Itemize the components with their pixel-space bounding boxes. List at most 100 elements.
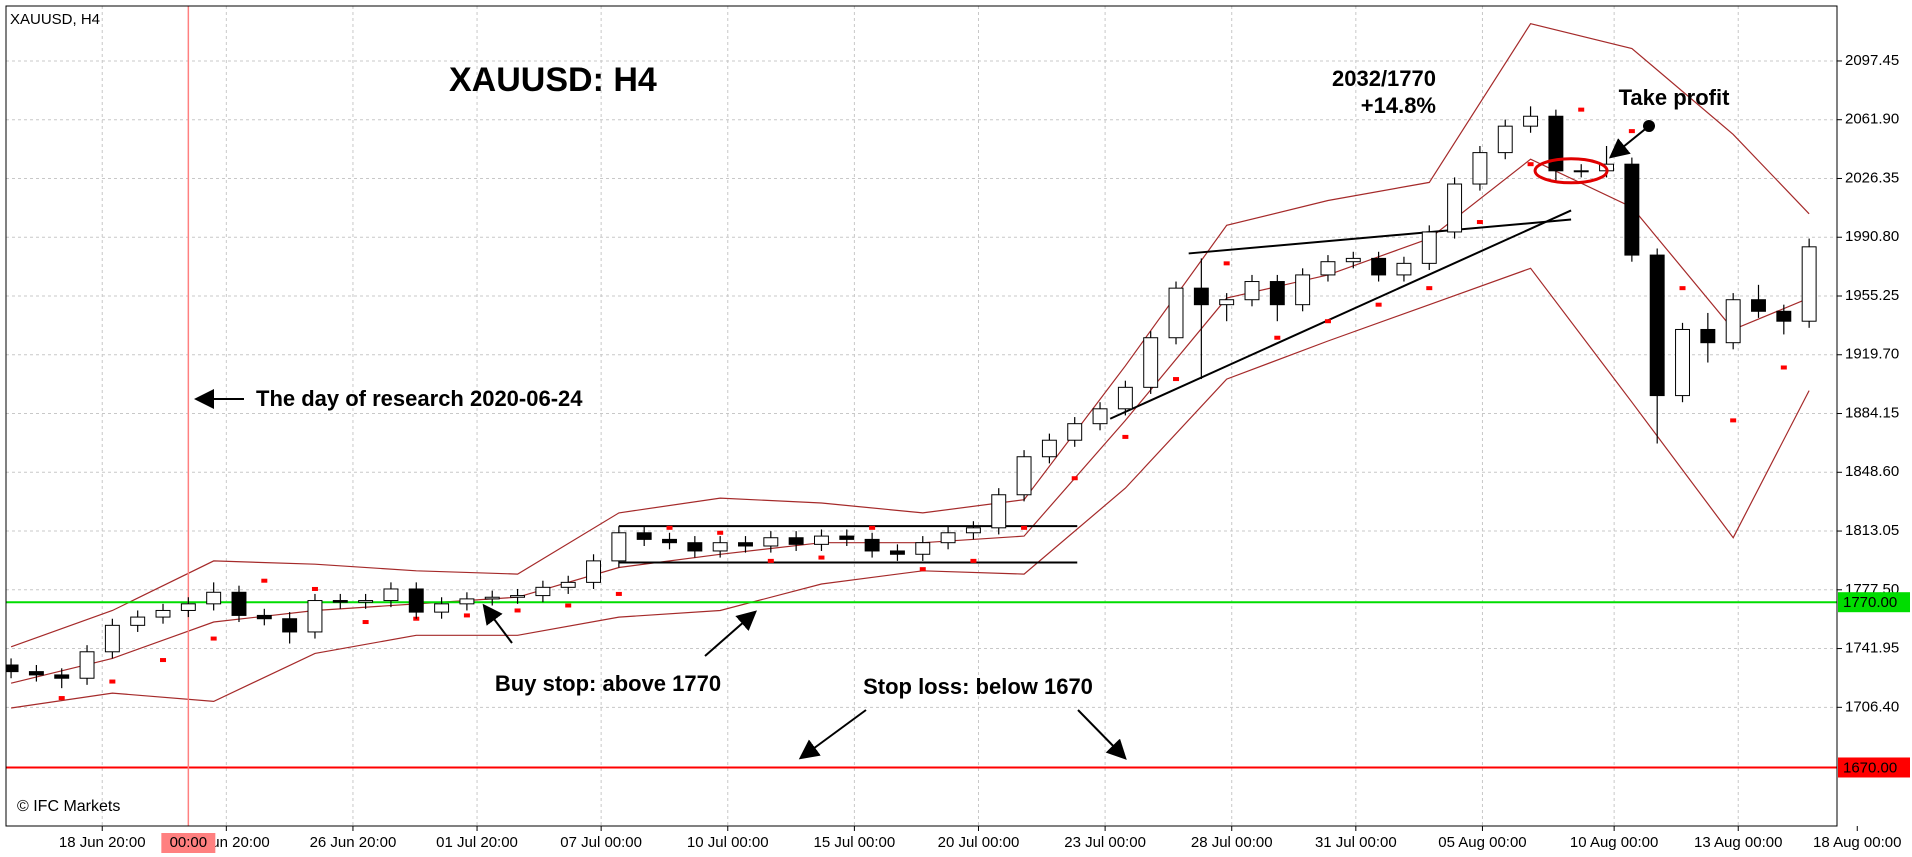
candle-body xyxy=(358,600,374,603)
candle-body xyxy=(738,542,753,547)
trend-line xyxy=(1109,209,1572,420)
sar-dot xyxy=(58,696,65,701)
candle-body xyxy=(1371,257,1387,276)
annotation: 2032/1770 xyxy=(1332,66,1436,91)
sar-dot xyxy=(919,567,926,572)
sar-dot xyxy=(767,558,774,563)
sar-dot xyxy=(1476,220,1483,225)
candle-body xyxy=(1776,310,1792,322)
band-upper xyxy=(10,23,1810,648)
candle-body xyxy=(459,598,475,605)
candle-body xyxy=(1219,299,1235,306)
x-tick-label: 10 Jul 00:00 xyxy=(687,834,769,851)
sar-dot xyxy=(514,608,521,613)
sar-dot xyxy=(1021,525,1028,530)
candle-body xyxy=(763,537,779,547)
candle-body xyxy=(535,586,551,597)
candle-body xyxy=(1624,163,1640,256)
plot-frame xyxy=(5,5,1838,827)
candle-body xyxy=(1649,254,1665,397)
sar-dot xyxy=(1223,261,1230,266)
sar-dot xyxy=(666,525,673,530)
candle-body xyxy=(434,603,450,613)
candle-body xyxy=(1447,183,1463,233)
candle-body xyxy=(712,542,728,552)
arrow xyxy=(1077,709,1127,760)
candle-body xyxy=(1168,287,1184,339)
candle-body xyxy=(206,591,222,605)
candle-body xyxy=(1016,456,1032,496)
y-tick-label: 1919.70 xyxy=(1845,346,1899,363)
candle-body xyxy=(1244,281,1260,301)
sar-dot xyxy=(160,658,167,663)
candle-body xyxy=(130,616,146,626)
candle-body xyxy=(484,596,500,600)
sar-dot xyxy=(1071,476,1078,481)
sar-dot xyxy=(1578,107,1585,112)
sar-dot xyxy=(261,578,268,583)
plot-area xyxy=(6,6,1837,826)
candle-body xyxy=(1725,299,1741,344)
candle-body xyxy=(256,614,272,620)
candle-body xyxy=(1320,261,1336,276)
sar-dot xyxy=(362,620,369,625)
y-tick-label: 2061.90 xyxy=(1845,111,1899,128)
candle-body xyxy=(915,542,931,555)
candle-body xyxy=(940,532,956,544)
sar-dot xyxy=(1679,286,1686,291)
sar-dot xyxy=(818,555,825,560)
y-tick-label: 2097.45 xyxy=(1845,52,1899,69)
sar-dot xyxy=(109,679,116,684)
trend-line xyxy=(1188,218,1572,255)
level-label-box xyxy=(1838,757,1910,778)
y-tick-label: 1741.95 xyxy=(1845,640,1899,657)
sar-dot xyxy=(210,636,217,641)
x-tick-label: 10 Aug 00:00 xyxy=(1570,834,1658,851)
annotation: Take profit xyxy=(1619,85,1731,110)
research-label-box xyxy=(161,833,216,853)
candle-body xyxy=(1345,257,1361,263)
arrow xyxy=(1608,125,1650,159)
candle-body xyxy=(1801,246,1817,322)
candle-body xyxy=(1675,328,1690,397)
y-tick-label: 1884.15 xyxy=(1845,404,1899,421)
sar-dot xyxy=(1426,286,1433,291)
sar-dot xyxy=(1173,377,1180,382)
level-label-box xyxy=(1838,592,1910,613)
candle-body xyxy=(560,581,576,588)
candle-body xyxy=(1751,299,1766,312)
candle-body xyxy=(1421,231,1437,264)
sar-dot xyxy=(1780,365,1787,370)
sar-dot xyxy=(311,586,318,591)
candle-body xyxy=(408,588,424,613)
candle-body xyxy=(383,588,399,602)
candle-body xyxy=(611,532,627,562)
annotations: XAUUSD, H4 XAUUSD: H4 The day of researc… xyxy=(10,11,1730,815)
x-tick-label: 18 Jun 20:00 xyxy=(59,834,146,851)
annotation: The day of research 2020-06-24 xyxy=(256,386,583,411)
annotation: +14.8% xyxy=(1361,93,1436,118)
sar-dot xyxy=(615,591,622,596)
x-tick-label: 01 Jul 20:00 xyxy=(436,834,518,851)
candle-body xyxy=(965,527,981,534)
x-tick-label: 18 Aug 00:00 xyxy=(1813,834,1901,851)
y-tick-label: 1955.25 xyxy=(1845,287,1899,304)
candle-body xyxy=(231,591,247,616)
arrow xyxy=(482,603,513,644)
candle-body xyxy=(991,494,1007,529)
candle-body xyxy=(1269,281,1285,306)
candle-body xyxy=(839,535,855,540)
highlight-ellipse xyxy=(1533,157,1609,185)
level-label: 1670.00 xyxy=(1843,759,1897,776)
x-tick-label: 31 Jul 00:00 xyxy=(1315,834,1397,851)
y-tick-label: 1706.40 xyxy=(1845,698,1899,715)
sar-dot xyxy=(1122,434,1129,439)
candle-body xyxy=(155,609,171,618)
candle-body xyxy=(1067,423,1083,441)
candle-body xyxy=(510,595,526,598)
candle-body xyxy=(864,538,880,552)
x-tick-label: 05 Aug 00:00 xyxy=(1438,834,1526,851)
candle-body xyxy=(1041,439,1057,458)
symbol-label: XAUUSD, H4 xyxy=(10,11,100,28)
candle-body xyxy=(636,532,652,540)
